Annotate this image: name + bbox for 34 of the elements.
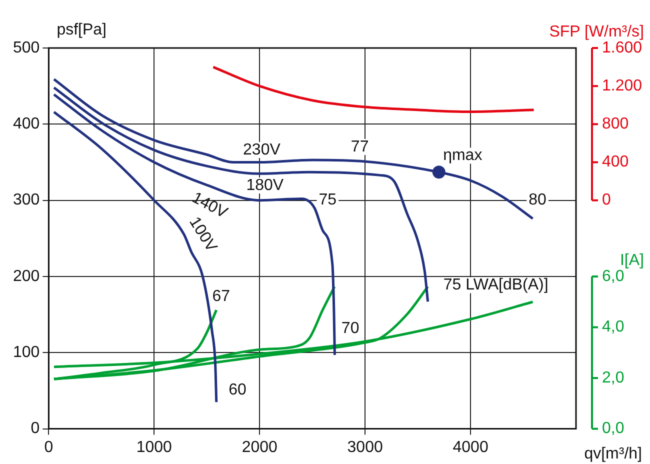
y2-axis-title: SFP [W/m³/s] xyxy=(549,23,644,40)
x-tick-label: 0 xyxy=(44,438,54,456)
y-tick-label: 100 xyxy=(12,344,40,362)
annotation: 180V xyxy=(246,176,284,194)
y2-tick-label: 0 xyxy=(602,192,611,209)
y2-tick-label: 1.600 xyxy=(602,39,642,56)
y-tick-label: 500 xyxy=(12,39,40,56)
y-tick-label: 200 xyxy=(12,268,40,285)
x-tick-label: 2000 xyxy=(242,438,278,456)
x-axis-title: qv[m³/h] xyxy=(584,445,642,462)
y2-tick-label: 1.200 xyxy=(602,77,642,94)
y3-axis-title: I[A] xyxy=(620,252,644,269)
y2-tick-label: 400 xyxy=(602,154,629,171)
y3-tick-label: 6,0 xyxy=(602,268,624,285)
y2-tick-label: 800 xyxy=(602,116,629,133)
annotation: 67 xyxy=(212,288,230,306)
y-axis-title: psf[Pa] xyxy=(56,21,107,38)
annotation: 75 LWA[dB(A)] xyxy=(443,276,548,294)
x-tick-label: 3000 xyxy=(347,438,383,456)
y3-tick-label: 2,0 xyxy=(602,369,624,386)
annotation: 75 xyxy=(318,192,337,209)
y-tick-label: 300 xyxy=(12,192,40,209)
annotation: ηmax xyxy=(443,147,482,164)
annotation: 60 xyxy=(228,382,246,399)
y-tick-label: 400 xyxy=(12,116,40,133)
y3-tick-label: 0,0 xyxy=(602,420,624,438)
y3-tick-label: 4,0 xyxy=(602,318,624,336)
annotation: 80 xyxy=(528,192,547,209)
annotation: 70 xyxy=(341,320,360,338)
x-tick-label: 1000 xyxy=(136,438,172,456)
x-tick-label: 4000 xyxy=(452,438,488,456)
annotation: 77 xyxy=(350,138,369,156)
y-tick-label: 0 xyxy=(30,420,40,438)
annotation: 230V xyxy=(243,141,281,158)
